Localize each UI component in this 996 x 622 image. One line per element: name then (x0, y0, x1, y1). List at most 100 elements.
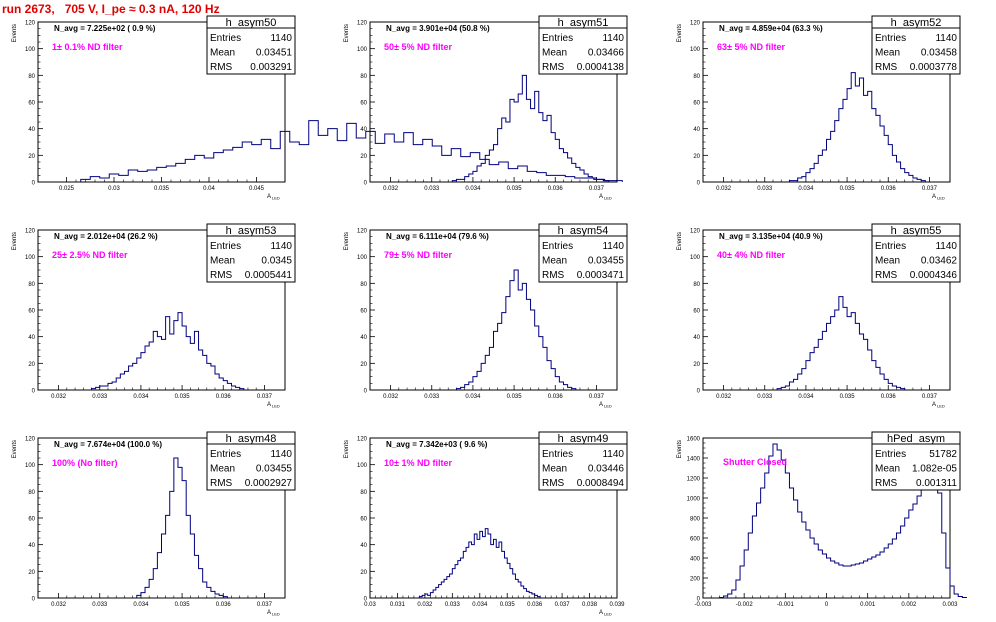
plot-h_asym55-stat-label-entries: Entries (875, 241, 906, 252)
plot-h_asym48-stats-box (206, 431, 296, 491)
plot-h_asym51-xtick-label: 0.036 (548, 186, 564, 192)
plot-h_asym54-ytick-label: 120 (357, 229, 368, 235)
plot-h_asym48-stat-value-rms: 0.0002927 (245, 478, 293, 489)
plot-h_asym54-navg: N_avg = 6.111e+04 (79.6 %) (386, 232, 489, 241)
plot-h_asym48-xtick-label: 0.035 (175, 602, 191, 608)
plot-h_asym55-ytick-label: 40 (693, 335, 700, 341)
plot-h_asym50-xtick-label: 0.03 (108, 186, 120, 192)
plot-h_asym48-stat-label-entries: Entries (210, 449, 241, 460)
plot-h_asym52-ytick-label: 120 (690, 21, 701, 27)
plot-h_asym51-stat-value-mean: 0.03466 (588, 48, 625, 59)
plot-h_asym53-xtick-label: 0.034 (133, 394, 149, 400)
plot-h_asym49-xtick-label: 0.038 (582, 602, 598, 608)
plot-h_asym49-xtick-label: 0.034 (472, 602, 488, 608)
plot-h_asym53-stat-label-entries: Entries (210, 241, 241, 252)
plot-h_asym48-ytick-label: 120 (25, 437, 36, 443)
plot-h_asym54-ytick-label: 100 (357, 255, 368, 261)
plot-h_asym48-histogram-line (136, 457, 228, 598)
plot-h_asym49-xlabel: ALED (599, 610, 612, 617)
plot-h_asym49-ytick-label: 120 (357, 437, 368, 443)
plot-hPed_asym-ytick-label: 0 (697, 597, 701, 603)
plot-h_asym54-stat-label-rms: RMS (542, 270, 565, 281)
plot-h_asym49-ytick-label: 80 (360, 490, 367, 496)
plot-hPed_asym-ytick-label: 200 (690, 577, 701, 583)
plot-h_asym54-stats-box (538, 223, 628, 283)
plot-h_asym53-title: h_asym53 (226, 225, 277, 237)
plot-h_asym51-ylabel: Events (344, 24, 350, 42)
plot-h_asym53-xtick-label: 0.032 (51, 394, 67, 400)
plot-h_asym49-ytick-label: 0 (364, 597, 368, 603)
plot-h_asym52-xtick-label: 0.037 (922, 186, 938, 192)
plot-h_asym53-xtick-label: 0.037 (257, 394, 273, 400)
plot-h_asym50-stat-label-entries: Entries (210, 33, 241, 44)
plot-h_asym52-navg: N_avg = 4.859e+04 (63.3 %) (719, 24, 823, 33)
plot-h_asym48-stat-value-mean: 0.03455 (256, 464, 293, 475)
plot-h_asym49-xtick-label: 0.032 (417, 602, 433, 608)
plot-h_asym50-stat-value-entries: 1140 (270, 33, 292, 44)
plot-h_asym55-ytick-label: 0 (697, 389, 701, 395)
plot-h_asym54-xlabel: ALED (599, 402, 612, 409)
plot-h_asym48-stat-label-rms: RMS (210, 478, 233, 489)
plot-h_asym53-xtick-label: 0.035 (175, 394, 191, 400)
plot-h_asym53-xtick-label: 0.033 (92, 394, 108, 400)
plot-h_asym55-xtick-label: 0.032 (716, 394, 732, 400)
plot-h_asym53-ytick-label: 100 (25, 255, 36, 261)
plot-h_asym48-ytick-label: 20 (28, 570, 35, 576)
plot-h_asym51-xtick-label: 0.037 (589, 186, 605, 192)
plot-h_asym51-xtick-label: 0.034 (465, 186, 481, 192)
plot-hPed_asym-xtick-label: -0.001 (777, 602, 795, 608)
plot-hPed_asym-stat-label-mean: Mean (875, 464, 900, 475)
plot-h_asym50-stat-label-mean: Mean (210, 48, 235, 59)
plot-h_asym52-ytick-label: 0 (697, 181, 701, 187)
plot-h_asym48-ylabel: Events (12, 440, 18, 458)
plot-h_asym50-ytick-label: 0 (32, 181, 36, 187)
plot-h_asym53-ylabel: Events (12, 232, 18, 250)
plot-hPed_asym-xtick-label: 0.003 (942, 602, 958, 608)
plot-h_asym54-stat-value-entries: 1140 (602, 241, 624, 252)
plot-h_asym49-ytick-label: 40 (360, 543, 367, 549)
plot-h_asym53-ytick-label: 80 (28, 282, 35, 288)
plot-h_asym55-ytick-label: 60 (693, 309, 700, 315)
plot-h_asym49-ytick-label: 20 (360, 570, 367, 576)
plot-h_asym55-xtick-label: 0.037 (922, 394, 938, 400)
plot-h_asym54-xtick-label: 0.033 (424, 394, 440, 400)
plot-h_asym53-stat-label-rms: RMS (210, 270, 233, 281)
plot-h_asym49-xtick-label: 0.039 (609, 602, 625, 608)
plot-h_asym53-ytick-label: 120 (25, 229, 36, 235)
plot-h_asym48-stat-value-entries: 1140 (270, 449, 292, 460)
plot-h_asym53-ytick-label: 20 (28, 362, 35, 368)
plot-h_asym50-stat-label-rms: RMS (210, 62, 233, 73)
plot-h_asym54-xtick-label: 0.035 (507, 394, 523, 400)
plot-h_asym51-xtick-label: 0.033 (424, 186, 440, 192)
plot-h_asym49-ylabel: Events (344, 440, 350, 458)
plot-h_asym48-xlabel: ALED (267, 610, 280, 617)
plot-h_asym54-histogram-line (455, 269, 577, 390)
plot-h_asym51-xlabel: ALED (599, 194, 612, 201)
plot-h_asym49-ytick-label: 100 (357, 463, 368, 469)
plot-h_asym55-ytick-label: 100 (690, 255, 701, 261)
plot-h_asym49-stat-value-rms: 0.0008494 (577, 478, 625, 489)
plot-h_asym48-xtick-label: 0.034 (133, 602, 149, 608)
plot-h_asym50-stat-value-mean: 0.03451 (256, 48, 293, 59)
plot-h_asym55-ylabel: Events (677, 232, 683, 250)
plot-h_asym52-stat-label-rms: RMS (875, 62, 898, 73)
plot-h_asym55-ytick-label: 20 (693, 362, 700, 368)
plot-h_asym54-xtick-label: 0.034 (465, 394, 481, 400)
plot-h_asym49-xtick-label: 0.03 (364, 602, 376, 608)
plot-h_asym54-stat-label-entries: Entries (542, 241, 573, 252)
plot-hPed_asym-title: hPed_asym (887, 433, 945, 445)
plot-h_asym50-ylabel: Events (12, 24, 18, 42)
run-title: run 2673, 705 V, I_pe ≈ 0.3 nA, 120 Hz (2, 2, 220, 16)
plot-h_asym51-stat-label-rms: RMS (542, 62, 565, 73)
plot-h_asym49-stat-value-mean: 0.03446 (588, 464, 625, 475)
plot-h_asym48-xtick-label: 0.036 (216, 602, 232, 608)
plot-h_asym48-xtick-label: 0.032 (51, 602, 67, 608)
plot-h_asym53-annotation: 25± 2.5% ND filter (52, 250, 128, 260)
plot-hPed_asym-ylabel: Events (677, 440, 683, 458)
plot-hPed_asym-xtick-label: 0 (825, 602, 829, 608)
plot-h_asym53-xlabel: ALED (267, 402, 280, 409)
plot-h_asym52-stat-value-rms: 0.0003778 (910, 62, 958, 73)
plot-h_asym50-histogram-line (80, 120, 623, 182)
plot-h_asym54-title: h_asym54 (558, 225, 609, 237)
